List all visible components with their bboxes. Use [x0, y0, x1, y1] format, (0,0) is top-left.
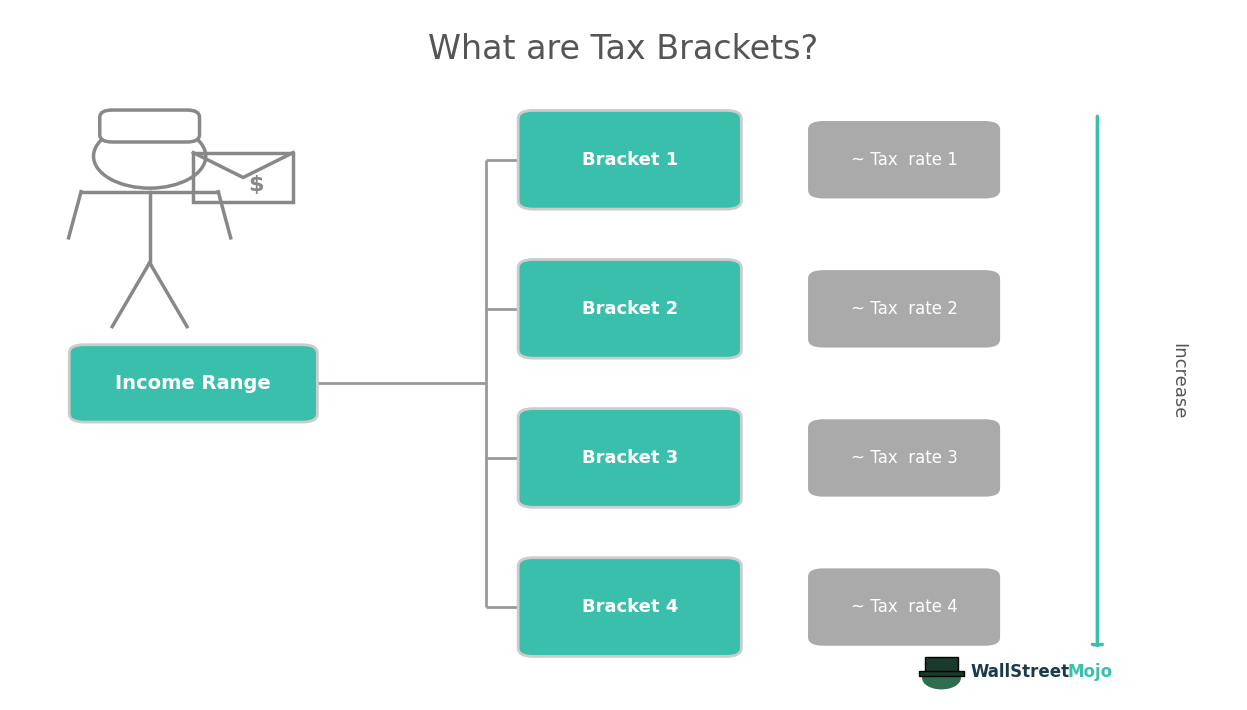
Text: Mojo: Mojo — [1067, 662, 1112, 681]
Text: Increase: Increase — [1170, 344, 1187, 420]
FancyBboxPatch shape — [808, 419, 1000, 497]
FancyBboxPatch shape — [919, 671, 964, 676]
FancyBboxPatch shape — [808, 271, 1000, 348]
FancyBboxPatch shape — [519, 110, 741, 209]
Text: ~ Tax  rate 1: ~ Tax rate 1 — [850, 151, 958, 169]
Text: Bracket 3: Bracket 3 — [581, 449, 678, 467]
Text: $: $ — [248, 175, 263, 195]
Text: What are Tax Brackets?: What are Tax Brackets? — [429, 33, 818, 66]
Text: WallStreet: WallStreet — [970, 662, 1069, 681]
Text: ~ Tax  rate 3: ~ Tax rate 3 — [850, 449, 958, 467]
FancyBboxPatch shape — [519, 558, 741, 656]
Text: Bracket 4: Bracket 4 — [581, 598, 678, 616]
FancyBboxPatch shape — [519, 260, 741, 359]
Circle shape — [923, 667, 960, 689]
Text: ~ Tax  rate 4: ~ Tax rate 4 — [850, 598, 958, 616]
FancyBboxPatch shape — [808, 121, 1000, 198]
Text: Bracket 1: Bracket 1 — [581, 151, 678, 169]
FancyBboxPatch shape — [808, 568, 1000, 646]
FancyBboxPatch shape — [925, 657, 958, 673]
FancyBboxPatch shape — [519, 409, 741, 507]
FancyBboxPatch shape — [70, 344, 317, 422]
Text: Income Range: Income Range — [116, 374, 271, 393]
Text: Bracket 2: Bracket 2 — [581, 300, 678, 318]
Text: ~ Tax  rate 2: ~ Tax rate 2 — [850, 300, 958, 318]
FancyBboxPatch shape — [193, 153, 293, 202]
FancyBboxPatch shape — [100, 110, 200, 142]
